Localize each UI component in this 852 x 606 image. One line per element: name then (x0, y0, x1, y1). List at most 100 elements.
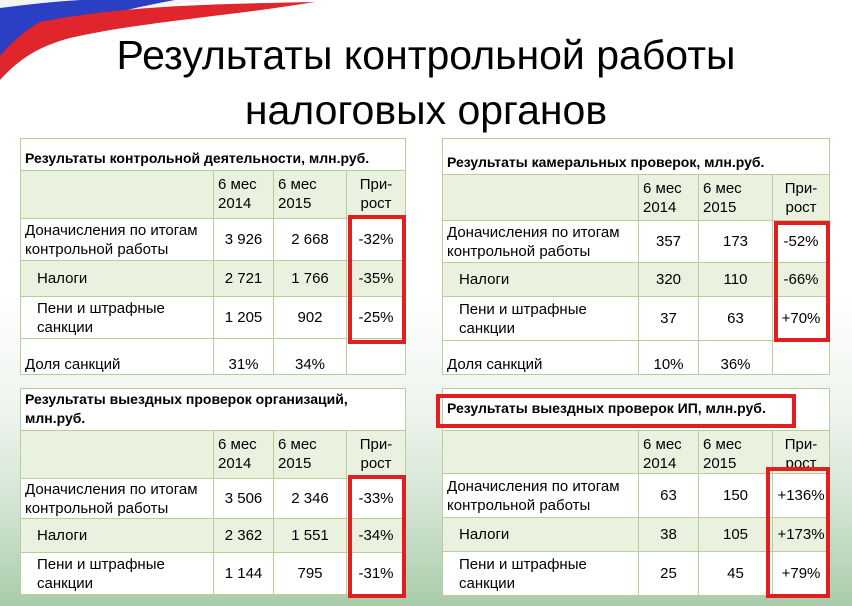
table-row: Доля санкций 31% 34% (20, 338, 407, 375)
table-row: Пени и штрафные санкции 1 205 902 -25% (20, 296, 407, 339)
field-audits-organizations-table: Результаты выездных проверок организаций… (19, 388, 407, 595)
value-growth: -52% (771, 220, 831, 263)
value-2014: 2 362 (213, 518, 274, 553)
table-caption: Результаты выездных проверок организаций… (19, 388, 407, 431)
row-label: Доля санкций (442, 340, 639, 375)
value-2014: 3 926 (213, 218, 274, 261)
table-caption: Результаты контрольной деятельности, млн… (19, 138, 407, 171)
value-growth: -35% (345, 260, 407, 297)
value-growth: -34% (345, 518, 407, 553)
table-caption-row: Результаты камеральных проверок, млн.руб… (441, 138, 831, 175)
row-label: Налоги (20, 260, 214, 297)
header-6m-2014: 6 мес 2014 (213, 170, 274, 219)
slide-title: Результаты контрольной работы налоговых … (0, 28, 852, 138)
table-row: Доначисления по итогам контрольной работы… (442, 473, 831, 518)
slide-title-line1: Результаты контрольной работы (116, 32, 736, 78)
flag-red-band (0, 2, 315, 80)
value-2015: 2 668 (273, 218, 347, 261)
value-2014: 320 (638, 262, 699, 297)
row-label: Доначисления по итогам контрольной работы (20, 218, 214, 261)
table-header-row: 6 мес 2014 6 мес 2015 При-рост (20, 430, 407, 479)
slide-title-line2: налоговых органов (244, 87, 608, 133)
value-2015: 1 766 (273, 260, 347, 297)
table-row: Пени и штрафные санкции 25 45 +79% (442, 551, 831, 596)
table-caption: Результаты камеральных проверок, млн.руб… (441, 138, 831, 175)
value-growth: -25% (345, 296, 407, 339)
value-2014: 37 (638, 296, 699, 341)
header-empty-cell (20, 170, 214, 219)
header-empty-cell (442, 430, 639, 474)
value-2015: 150 (698, 473, 773, 518)
value-2015: 34% (273, 338, 347, 375)
value-2014: 1 144 (213, 552, 274, 595)
table-row: Налоги 38 105 +173% (442, 517, 831, 552)
value-2014: 2 721 (213, 260, 274, 297)
header-6m-2014: 6 мес 2014 (638, 174, 699, 221)
table-row: Налоги 2 362 1 551 -34% (20, 518, 407, 553)
row-label: Пени и штрафные санкции (20, 296, 214, 339)
row-label: Пени и штрафные санкции (20, 552, 214, 595)
cameral-audits-table: Результаты камеральных проверок, млн.руб… (441, 138, 831, 375)
value-2014: 357 (638, 220, 699, 263)
value-2014: 31% (213, 338, 274, 375)
row-label: Пени и штрафные санкции (442, 551, 639, 596)
table-row: Доначисления по итогам контрольной работы… (20, 218, 407, 261)
header-growth: При-рост (345, 430, 407, 479)
value-growth (345, 338, 407, 375)
header-empty-cell (20, 430, 214, 479)
header-growth: При-рост (771, 430, 831, 474)
value-2015: 110 (698, 262, 773, 297)
table-row: Доначисления по итогам контрольной работы… (442, 220, 831, 263)
table-row: Доля санкций 10% 36% (442, 340, 831, 375)
row-label: Налоги (20, 518, 214, 553)
table-header-row: 6 мес 2014 6 мес 2015 При-рост (442, 174, 831, 221)
table-row: Налоги 2 721 1 766 -35% (20, 260, 407, 297)
value-growth: -66% (771, 262, 831, 297)
header-empty-cell (442, 174, 639, 221)
header-growth: При-рост (345, 170, 407, 219)
table-caption-row: Результаты контрольной деятельности, млн… (19, 138, 407, 171)
header-6m-2015: 6 мес 2015 (698, 430, 773, 474)
value-2014: 1 205 (213, 296, 274, 339)
value-2014: 63 (638, 473, 699, 518)
row-label: Доначисления по итогам контрольной работы (20, 478, 214, 519)
table-row: Налоги 320 110 -66% (442, 262, 831, 297)
header-6m-2014: 6 мес 2014 (213, 430, 274, 479)
value-2015: 902 (273, 296, 347, 339)
growth-highlight-box-cameral (774, 221, 830, 342)
value-growth: +136% (771, 473, 831, 518)
flag-blue-band (0, 0, 175, 60)
table-header-row: 6 мес 2014 6 мес 2015 При-рост (20, 170, 407, 219)
growth-highlight-box-field-ip (766, 467, 830, 598)
value-2014: 10% (638, 340, 699, 375)
header-6m-2014: 6 мес 2014 (638, 430, 699, 474)
header-6m-2015: 6 мес 2015 (698, 174, 773, 221)
row-label: Доначисления по итогам контрольной работы (442, 473, 639, 518)
header-6m-2015: 6 мес 2015 (273, 170, 347, 219)
row-label: Налоги (442, 262, 639, 297)
table-header-row: 6 мес 2014 6 мес 2015 При-рост (442, 430, 831, 474)
value-2015: 105 (698, 517, 773, 552)
value-2015: 2 346 (273, 478, 347, 519)
header-6m-2015: 6 мес 2015 (273, 430, 347, 479)
row-label: Налоги (442, 517, 639, 552)
value-2014: 25 (638, 551, 699, 596)
value-2014: 3 506 (213, 478, 274, 519)
value-2015: 795 (273, 552, 347, 595)
value-2015: 45 (698, 551, 773, 596)
value-2015: 173 (698, 220, 773, 263)
value-2015: 1 551 (273, 518, 347, 553)
table-row: Доначисления по итогам контрольной работы… (20, 478, 407, 519)
flag-ribbon-decoration (0, 0, 315, 80)
value-2015: 36% (698, 340, 773, 375)
value-growth (771, 340, 831, 375)
row-label: Доля санкций (20, 338, 214, 375)
control-activity-table: Результаты контрольной деятельности, млн… (19, 138, 407, 375)
growth-highlight-box-field-org (348, 475, 406, 598)
growth-highlight-box-control (348, 215, 406, 344)
table-row: Пени и штрафные санкции 1 144 795 -31% (20, 552, 407, 595)
value-2014: 38 (638, 517, 699, 552)
value-growth: -32% (345, 218, 407, 261)
value-growth: +79% (771, 551, 831, 596)
table-row: Пени и штрафные санкции 37 63 +70% (442, 296, 831, 341)
